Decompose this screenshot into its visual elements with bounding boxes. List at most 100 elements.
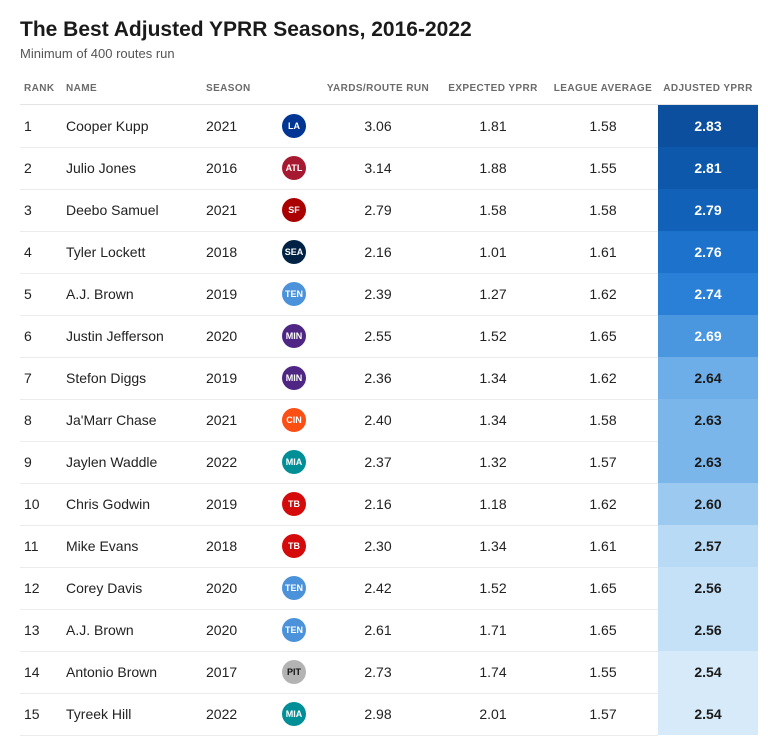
cell-expected: 2.01 — [438, 693, 548, 735]
cell-team: CIN — [270, 399, 318, 441]
cell-expected: 1.74 — [438, 651, 548, 693]
cell-rank: 14 — [20, 651, 62, 693]
cell-rank: 4 — [20, 231, 62, 273]
cell-adjusted: 2.63 — [658, 441, 758, 483]
col-name: NAME — [62, 75, 202, 105]
cell-rank: 15 — [20, 693, 62, 735]
cell-team: TB — [270, 483, 318, 525]
team-logo-icon: MIN — [282, 324, 306, 348]
cell-league-avg: 1.57 — [548, 441, 658, 483]
table-row: 7Stefon Diggs2019MIN2.361.341.622.64 — [20, 357, 758, 399]
cell-name: Tyreek Hill — [62, 693, 202, 735]
team-logo-icon: TEN — [282, 282, 306, 306]
table-row: 4Tyler Lockett2018SEA2.161.011.612.76 — [20, 231, 758, 273]
cell-team: LA — [270, 105, 318, 148]
table-row: 14Antonio Brown2017PIT2.731.741.552.54 — [20, 651, 758, 693]
cell-yprr: 2.16 — [318, 483, 438, 525]
cell-expected: 1.71 — [438, 609, 548, 651]
cell-yprr: 2.37 — [318, 441, 438, 483]
table-row: 9Jaylen Waddle2022MIA2.371.321.572.63 — [20, 441, 758, 483]
cell-expected: 1.27 — [438, 273, 548, 315]
cell-name: Justin Jefferson — [62, 315, 202, 357]
cell-yprr: 2.36 — [318, 357, 438, 399]
cell-expected: 1.34 — [438, 357, 548, 399]
col-yprr: YARDS/ROUTE RUN — [318, 75, 438, 105]
team-logo-icon: SEA — [282, 240, 306, 264]
cell-season: 2016 — [202, 147, 270, 189]
table-row: 1Cooper Kupp2021LA3.061.811.582.83 — [20, 105, 758, 148]
cell-expected: 1.34 — [438, 399, 548, 441]
col-team — [270, 75, 318, 105]
cell-rank: 1 — [20, 105, 62, 148]
cell-season: 2020 — [202, 609, 270, 651]
cell-rank: 9 — [20, 441, 62, 483]
cell-name: Jaylen Waddle — [62, 441, 202, 483]
cell-yprr: 2.79 — [318, 189, 438, 231]
team-logo-icon: TEN — [282, 618, 306, 642]
table-row: 5A.J. Brown2019TEN2.391.271.622.74 — [20, 273, 758, 315]
cell-team: PIT — [270, 651, 318, 693]
cell-league-avg: 1.61 — [548, 525, 658, 567]
col-season: SEASON — [202, 75, 270, 105]
table-row: 3Deebo Samuel2021SF2.791.581.582.79 — [20, 189, 758, 231]
cell-season: 2020 — [202, 567, 270, 609]
cell-name: Mike Evans — [62, 525, 202, 567]
cell-adjusted: 2.74 — [658, 273, 758, 315]
cell-league-avg: 1.65 — [548, 315, 658, 357]
cell-season: 2022 — [202, 693, 270, 735]
col-exp: EXPECTED YPRR — [438, 75, 548, 105]
cell-yprr: 3.06 — [318, 105, 438, 148]
team-logo-icon: PIT — [282, 660, 306, 684]
table-row: 8Ja'Marr Chase2021CIN2.401.341.582.63 — [20, 399, 758, 441]
cell-league-avg: 1.65 — [548, 609, 658, 651]
cell-adjusted: 2.54 — [658, 693, 758, 735]
cell-yprr: 2.61 — [318, 609, 438, 651]
table-row: 13A.J. Brown2020TEN2.611.711.652.56 — [20, 609, 758, 651]
cell-season: 2022 — [202, 441, 270, 483]
cell-team: TB — [270, 525, 318, 567]
cell-rank: 8 — [20, 399, 62, 441]
cell-name: Tyler Lockett — [62, 231, 202, 273]
team-logo-icon: CIN — [282, 408, 306, 432]
cell-adjusted: 2.79 — [658, 189, 758, 231]
cell-rank: 12 — [20, 567, 62, 609]
table-row: 15Tyreek Hill2022MIA2.982.011.572.54 — [20, 693, 758, 735]
page-title: The Best Adjusted YPRR Seasons, 2016-202… — [20, 18, 748, 42]
page-subtitle: Minimum of 400 routes run — [20, 46, 748, 61]
cell-league-avg: 1.65 — [548, 567, 658, 609]
cell-rank: 5 — [20, 273, 62, 315]
table-row: 2Julio Jones2016ATL3.141.881.552.81 — [20, 147, 758, 189]
team-logo-icon: LA — [282, 114, 306, 138]
team-logo-icon: TB — [282, 534, 306, 558]
cell-yprr: 2.30 — [318, 525, 438, 567]
header-row: RANK NAME SEASON YARDS/ROUTE RUN EXPECTE… — [20, 75, 758, 105]
cell-league-avg: 1.58 — [548, 189, 658, 231]
cell-rank: 2 — [20, 147, 62, 189]
cell-season: 2021 — [202, 105, 270, 148]
cell-league-avg: 1.58 — [548, 399, 658, 441]
team-logo-icon: SF — [282, 198, 306, 222]
cell-rank: 3 — [20, 189, 62, 231]
cell-team: ATL — [270, 147, 318, 189]
cell-expected: 1.34 — [438, 525, 548, 567]
cell-league-avg: 1.61 — [548, 231, 658, 273]
cell-adjusted: 2.60 — [658, 483, 758, 525]
yprr-table: RANK NAME SEASON YARDS/ROUTE RUN EXPECTE… — [20, 75, 758, 736]
cell-name: Cooper Kupp — [62, 105, 202, 148]
cell-rank: 13 — [20, 609, 62, 651]
cell-season: 2021 — [202, 189, 270, 231]
cell-team: SEA — [270, 231, 318, 273]
cell-adjusted: 2.57 — [658, 525, 758, 567]
team-logo-icon: MIA — [282, 450, 306, 474]
cell-yprr: 2.55 — [318, 315, 438, 357]
cell-name: Julio Jones — [62, 147, 202, 189]
cell-season: 2021 — [202, 399, 270, 441]
cell-yprr: 2.16 — [318, 231, 438, 273]
cell-yprr: 2.40 — [318, 399, 438, 441]
team-logo-icon: ATL — [282, 156, 306, 180]
cell-team: SF — [270, 189, 318, 231]
cell-adjusted: 2.56 — [658, 609, 758, 651]
team-logo-icon: MIN — [282, 366, 306, 390]
cell-rank: 11 — [20, 525, 62, 567]
cell-adjusted: 2.56 — [658, 567, 758, 609]
